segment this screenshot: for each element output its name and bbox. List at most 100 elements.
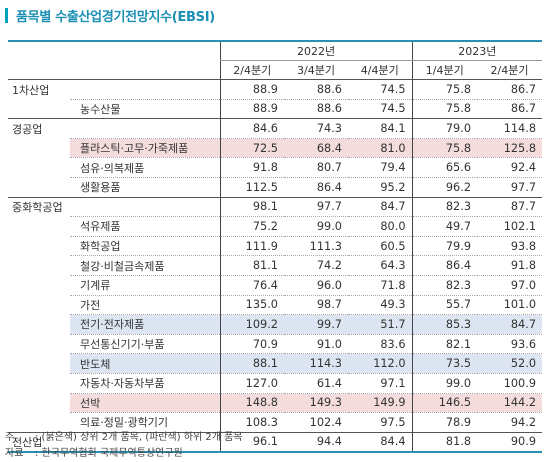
value-cell: 149.9 — [348, 392, 413, 413]
footnote-text: : (붉은색) 상위 2개 품목, (파란색) 하위 2개 품목 — [35, 432, 243, 443]
footnote-text: : 한국무역협회 국제무역통상연구원 — [35, 448, 183, 459]
title-accent-bar — [5, 7, 8, 23]
value-cell: 112.5 — [219, 176, 284, 198]
item-cell: 의료·정밀·광학기기 — [70, 412, 220, 433]
category-cell — [8, 256, 70, 276]
value-cell: 82.3 — [411, 274, 478, 296]
value-cell: 74.5 — [348, 79, 413, 100]
value-cell: 91.0 — [284, 333, 348, 354]
value-cell: 88.9 — [219, 79, 284, 100]
category-cell — [8, 158, 70, 178]
value-cell: 80.0 — [348, 216, 413, 237]
table-row: 플라스틱·고무·가죽제품 72.5 68.4 81.0 75.8 125.8 — [8, 137, 543, 158]
value-cell: 100.9 — [477, 372, 543, 393]
value-cell: 81.1 — [219, 255, 284, 276]
value-cell: 99.0 — [411, 372, 478, 393]
category-cell — [8, 217, 70, 237]
footnote-label: 주 — [5, 432, 15, 443]
category-cell: 경공업 — [8, 118, 70, 139]
category-cell: 1차산업 — [8, 79, 70, 100]
value-cell: 52.0 — [477, 353, 543, 374]
item-cell: 가전 — [70, 294, 220, 315]
value-cell: 75.2 — [219, 216, 284, 237]
category-cell: 중화학공업 — [8, 196, 70, 217]
category-cell — [8, 236, 70, 256]
value-cell: 109.2 — [219, 314, 284, 335]
value-cell: 88.9 — [219, 98, 284, 119]
value-cell: 99.0 — [284, 216, 348, 237]
value-cell: 72.5 — [219, 137, 284, 158]
value-cell: 85.3 — [411, 314, 478, 335]
table-row: 선박 148.8 149.3 149.9 146.5 144.2 — [8, 392, 543, 413]
value-cell: 79.4 — [348, 157, 413, 178]
value-cell: 82.3 — [411, 196, 478, 217]
table-row: 반도체 88.1 114.3 112.0 73.5 52.0 — [8, 353, 543, 374]
item-cell: 무선통신기기·부품 — [70, 333, 220, 354]
value-cell: 98.1 — [219, 196, 284, 217]
value-cell: 98.7 — [284, 294, 348, 315]
value-cell: 79.0 — [411, 118, 478, 139]
ebsi-table: 2022년 2023년 2/4분기 3/4분기 4/4분기 1/4분기 2/4분… — [8, 40, 543, 454]
value-cell: 65.6 — [411, 157, 478, 178]
category-cell — [8, 138, 70, 158]
table-row: 의료·정밀·광학기기 108.3 102.4 97.5 78.9 94.2 — [8, 412, 543, 433]
value-cell: 86.4 — [284, 176, 348, 198]
value-cell: 74.5 — [348, 98, 413, 119]
category-cell — [8, 354, 70, 374]
value-cell: 99.7 — [284, 314, 348, 335]
table-body: 1차산업 88.9 88.6 74.5 75.8 86.7 농수산물 88.9 88.6 74.5… — [8, 79, 543, 454]
page-title: 품목별 수출산업경기전망지수(EBSI) — [5, 4, 215, 26]
table-row: 섬유·의복제품 91.8 80.7 79.4 65.6 92.4 — [8, 157, 543, 178]
value-cell: 55.7 — [411, 294, 478, 315]
category-cell — [8, 99, 70, 119]
table-row: 기계류 76.4 96.0 71.8 82.3 97.0 — [8, 274, 543, 296]
table-row: 무선통신기기·부품 70.9 91.0 83.6 82.1 93.6 — [8, 333, 543, 354]
value-cell: 75.8 — [411, 137, 478, 158]
category-cell — [8, 295, 70, 315]
quarter-header: 3/4분기 — [284, 60, 348, 80]
item-cell: 기계류 — [70, 274, 220, 296]
category-cell — [8, 373, 70, 393]
value-cell: 60.5 — [348, 235, 413, 256]
value-cell: 102.4 — [284, 412, 348, 433]
value-cell: 108.3 — [219, 412, 284, 433]
quarter-header: 2/4분기 — [477, 60, 543, 80]
value-cell: 93.8 — [477, 235, 543, 256]
value-cell: 94.2 — [477, 412, 543, 433]
value-cell: 97.7 — [284, 196, 348, 217]
value-cell: 111.9 — [219, 235, 284, 256]
value-cell: 93.6 — [477, 333, 543, 354]
item-cell: 선박 — [70, 392, 220, 413]
item-cell: 플라스틱·고무·가죽제품 — [70, 137, 220, 158]
item-cell — [70, 118, 220, 139]
item-cell: 섬유·의복제품 — [70, 157, 220, 178]
value-cell: 83.6 — [348, 333, 413, 354]
value-cell: 68.4 — [284, 137, 348, 158]
table-row: 농수산물 88.9 88.6 74.5 75.8 86.7 — [8, 98, 543, 119]
value-cell: 74.3 — [284, 118, 348, 139]
value-cell: 88.1 — [219, 353, 284, 374]
value-cell: 61.4 — [284, 372, 348, 393]
category-cell: 전산업 — [8, 431, 70, 454]
value-cell: 75.8 — [411, 98, 478, 119]
value-cell: 97.5 — [348, 412, 413, 433]
value-cell: 82.1 — [411, 333, 478, 354]
value-cell: 71.8 — [348, 274, 413, 296]
quarter-header: 4/4분기 — [348, 60, 413, 80]
value-cell: 101.0 — [477, 294, 543, 315]
value-cell: 88.6 — [284, 98, 348, 119]
value-cell: 90.9 — [477, 431, 543, 454]
value-cell: 73.5 — [411, 353, 478, 374]
header-corner — [8, 40, 220, 80]
value-cell: 112.0 — [348, 353, 413, 374]
table-row: 가전 135.0 98.7 49.3 55.7 101.0 — [8, 294, 543, 315]
value-cell: 94.4 — [284, 431, 348, 454]
value-cell: 49.7 — [411, 216, 478, 237]
table-row: 화학공업 111.9 111.3 60.5 79.9 93.8 — [8, 235, 543, 256]
table-row: 전산업 96.1 94.4 84.4 81.8 90.9 — [8, 431, 543, 454]
value-cell: 97.1 — [348, 372, 413, 393]
value-cell: 84.6 — [219, 118, 284, 139]
value-cell: 70.9 — [219, 333, 284, 354]
value-cell: 111.3 — [284, 235, 348, 256]
value-cell: 75.8 — [411, 79, 478, 100]
